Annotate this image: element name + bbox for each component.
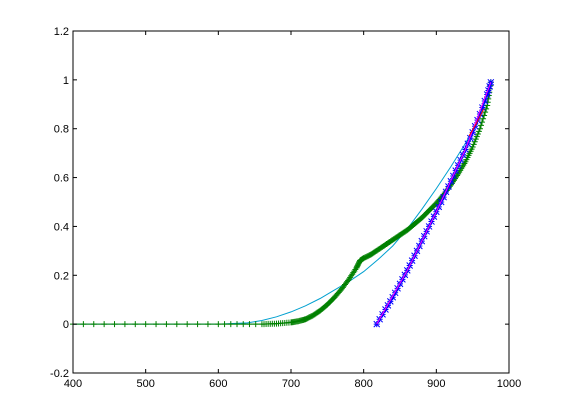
data-point-marker xyxy=(474,116,481,124)
y-tick-label: 0.6 xyxy=(54,173,69,185)
data-point-marker xyxy=(471,138,478,145)
data-point-marker xyxy=(234,321,241,328)
data-point-marker xyxy=(246,321,253,328)
data-point-marker xyxy=(111,321,118,328)
x-tick-label: 1000 xyxy=(497,378,521,390)
data-point-marker xyxy=(240,321,247,328)
x-tick-label: 600 xyxy=(209,378,227,390)
x-tick-label: 700 xyxy=(282,378,300,390)
data-point-marker xyxy=(80,321,87,328)
data-point-marker xyxy=(481,112,488,119)
series-line xyxy=(468,108,485,137)
y-tick-label: -0.2 xyxy=(50,368,69,380)
data-point-marker xyxy=(389,293,397,301)
data-point-marker xyxy=(474,130,481,137)
data-point-marker xyxy=(204,321,211,328)
x-tick-label: 400 xyxy=(64,378,82,390)
data-point-marker xyxy=(483,91,491,98)
data-point-marker xyxy=(485,87,492,94)
series-4 xyxy=(468,108,485,137)
data-point-marker xyxy=(472,136,479,143)
data-point-marker xyxy=(391,289,399,297)
data-point-marker xyxy=(163,321,170,328)
y-tick-label: 0 xyxy=(63,319,69,331)
data-point-marker xyxy=(470,141,477,148)
data-point-marker xyxy=(469,129,477,136)
x-axis: 400 500 600 700 800 900 1000 xyxy=(64,31,521,390)
x-tick-label: 900 xyxy=(427,378,445,390)
data-point-marker xyxy=(479,104,486,111)
y-tick-label: 0.4 xyxy=(54,221,69,233)
data-point-marker xyxy=(481,97,489,105)
data-point-marker xyxy=(473,133,480,140)
data-point-marker xyxy=(101,321,108,328)
x-tick-label: 500 xyxy=(136,378,154,390)
y-tick-label: 1 xyxy=(63,75,69,87)
data-point-marker xyxy=(227,321,234,328)
data-point-marker xyxy=(90,321,97,328)
data-point-marker xyxy=(215,321,222,328)
data-point-marker xyxy=(184,321,191,328)
data-point-marker xyxy=(476,110,484,118)
data-point-marker xyxy=(121,321,128,328)
data-point-marker xyxy=(221,321,228,328)
data-point-marker xyxy=(477,122,484,129)
data-point-marker xyxy=(252,321,259,328)
data-point-marker xyxy=(153,321,160,328)
data-point-marker xyxy=(194,321,201,328)
data-point-marker xyxy=(487,78,495,86)
data-point-marker xyxy=(132,321,139,328)
data-point-marker xyxy=(475,128,482,135)
y-tick-label: 0.8 xyxy=(54,124,69,136)
data-point-marker xyxy=(469,144,476,151)
y-tick-label: 0.2 xyxy=(54,270,69,282)
data-point-marker xyxy=(373,320,381,328)
data-point-marker xyxy=(386,297,394,305)
y-axis: -0.2 0 0.2 0.4 0.6 0.8 1 1.2 xyxy=(50,26,509,380)
y-tick-label: 1.2 xyxy=(54,26,69,38)
series-layer xyxy=(70,78,495,328)
series-1 xyxy=(70,79,494,328)
data-point-marker xyxy=(173,321,180,328)
x-tick-label: 800 xyxy=(354,378,372,390)
data-point-marker xyxy=(142,321,149,328)
